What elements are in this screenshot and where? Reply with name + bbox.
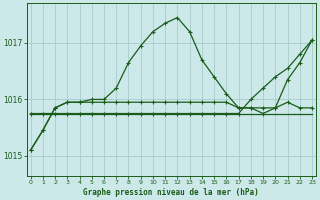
X-axis label: Graphe pression niveau de la mer (hPa): Graphe pression niveau de la mer (hPa) — [84, 188, 259, 197]
